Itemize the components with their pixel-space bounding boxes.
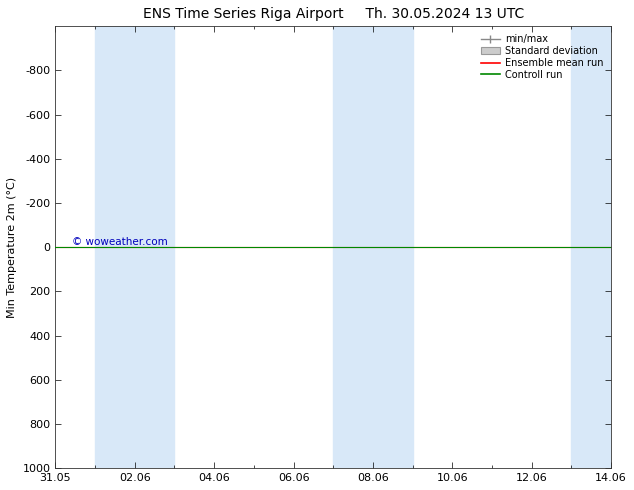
Bar xyxy=(333,26,413,468)
Text: © woweather.com: © woweather.com xyxy=(72,237,168,247)
Bar xyxy=(95,26,174,468)
Bar xyxy=(571,26,611,468)
Title: ENS Time Series Riga Airport     Th. 30.05.2024 13 UTC: ENS Time Series Riga Airport Th. 30.05.2… xyxy=(143,7,524,21)
Legend: min/max, Standard deviation, Ensemble mean run, Controll run: min/max, Standard deviation, Ensemble me… xyxy=(477,31,606,83)
Y-axis label: Min Temperature 2m (°C): Min Temperature 2m (°C) xyxy=(7,177,17,318)
